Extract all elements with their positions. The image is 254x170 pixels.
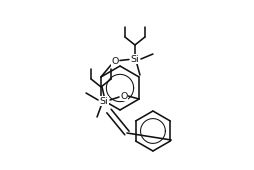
Text: O: O (120, 91, 128, 100)
Text: Si: Si (100, 97, 108, 106)
Text: O: O (111, 56, 119, 65)
Text: Si: Si (131, 55, 139, 64)
